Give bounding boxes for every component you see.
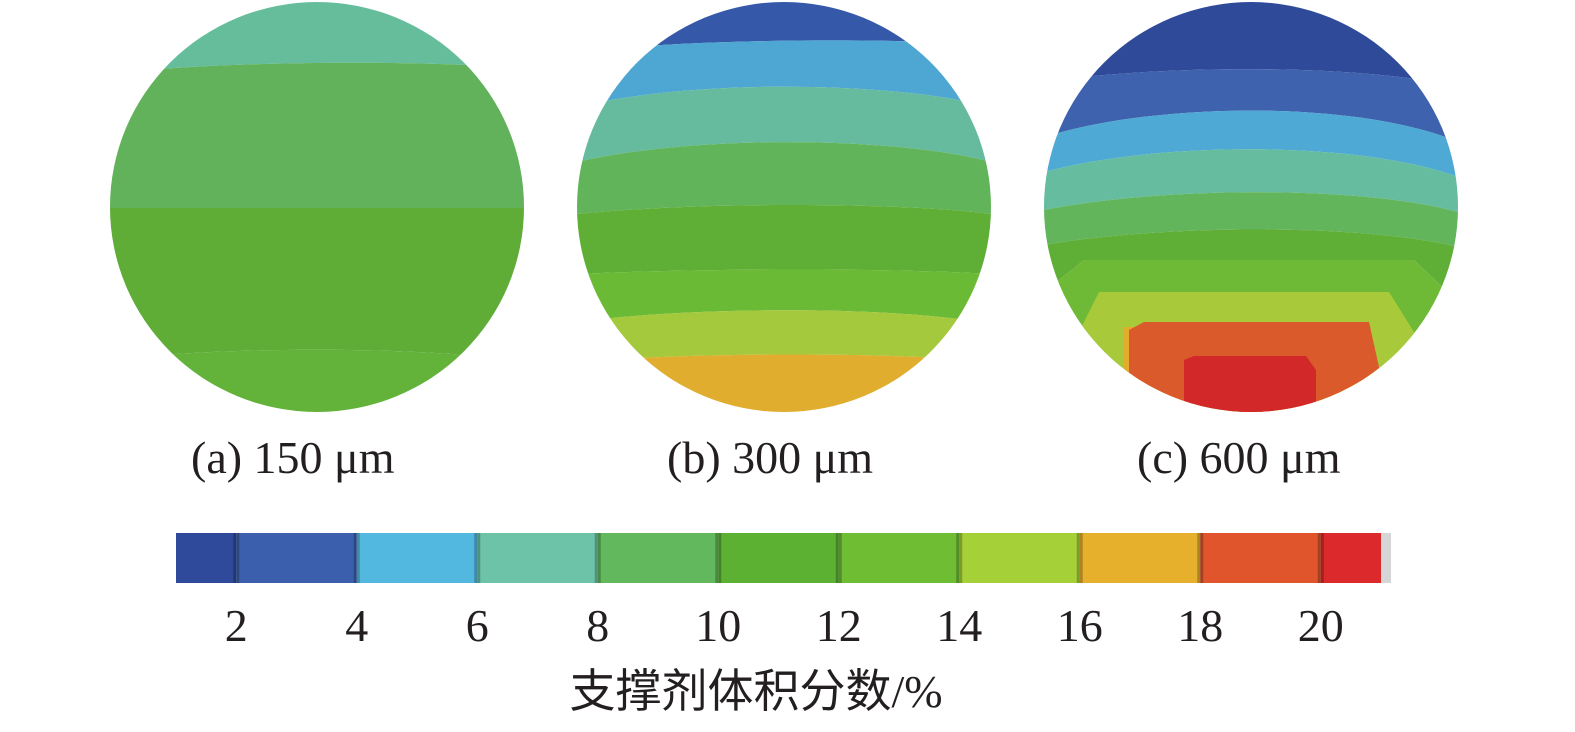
panel-label-b: (b) 300 μm [667,432,874,483]
contour-band [1044,110,1458,177]
panel-label-a: (a) 150 μm [191,432,395,483]
contour-band [110,208,524,362]
contour-band [577,40,991,107]
colorbar-segment [597,533,719,583]
colorbar-divider [594,533,601,583]
contour-disc-b [577,2,991,412]
colorbar-segment [838,533,960,583]
colorbar-divider [835,533,842,583]
colorbar-segment [1079,533,1201,583]
colorbar-tick-label: 12 [815,600,862,651]
contour-band [1044,229,1458,302]
colorbar-segment [176,533,237,583]
colorbar-tick-label: 6 [465,600,489,651]
contour-band [577,310,991,362]
colorbar-divider [956,533,963,583]
colorbar-segment [718,533,839,583]
colorbar-divider [1197,533,1204,583]
colorbar-segment [477,533,598,583]
contour-disc-c-svg [1044,2,1458,412]
colorbar-divider [715,533,722,583]
contour-band [577,142,991,214]
colorbar [176,533,1391,583]
contour-band [110,62,524,209]
panel-label-c: (c) 600 μm [1137,432,1341,483]
colorbar-tick-label: 16 [1056,600,1103,651]
contour-band [577,354,991,412]
colorbar-tick-label: 20 [1297,600,1344,651]
colorbar-segment [356,533,478,583]
colorbar-segment [1320,533,1381,583]
colorbar-divider [1317,533,1324,583]
colorbar-segment [1200,533,1321,583]
contour-band [577,86,991,162]
colorbar-segment [236,533,357,583]
colorbar-tick-label: 8 [586,600,610,651]
contour-disc-a [110,2,524,412]
colorbar-tick-label: 18 [1177,600,1224,651]
contour-disc-a-svg [110,2,524,412]
colorbar-tick-label: 10 [695,600,742,651]
colorbar-segment [959,533,1080,583]
contour-band [1044,149,1458,212]
colorbar-divider [1076,533,1083,583]
colorbar-tick-label: 4 [345,600,369,651]
colorbar-divider [353,533,360,583]
colorbar-title: 支撑剂体积分数/% [569,666,943,717]
colorbar-tick-label: 14 [936,600,983,651]
contour-band [110,349,524,412]
colorbar-divider [233,533,240,583]
contour-band [577,205,991,274]
contour-disc-b-svg [577,2,991,412]
contour-band [1044,192,1458,247]
colorbar-tick-label: 2 [224,600,248,651]
colorbar-end-cap [1381,533,1391,583]
contour-disc-c [1044,2,1458,412]
contour-band [1184,356,1316,412]
colorbar-divider [474,533,481,583]
contour-band [1044,69,1458,142]
contour-band [577,269,991,324]
